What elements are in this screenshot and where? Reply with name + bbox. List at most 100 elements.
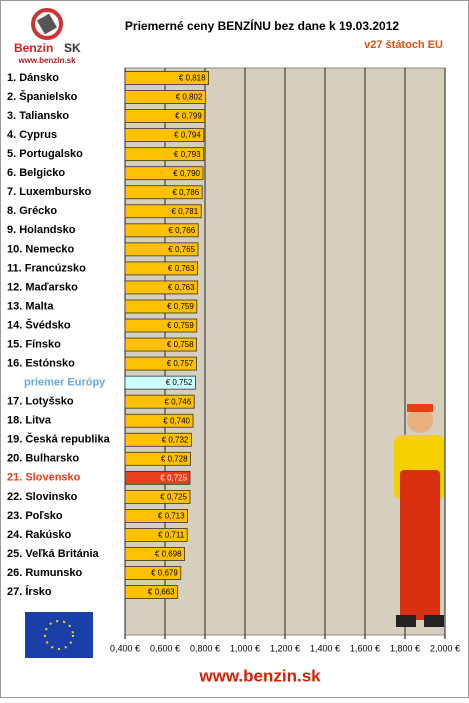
data-label: € 0,758 — [167, 340, 194, 349]
bar — [124, 413, 194, 428]
category-label: 12. Maďarsko — [7, 281, 78, 293]
bar — [124, 242, 199, 257]
category-label: 10. Nemecko — [7, 243, 75, 255]
x-tick-label: 1,400 € — [310, 643, 340, 653]
bar — [124, 566, 182, 580]
bar — [124, 299, 198, 314]
data-label: € 0,781 — [171, 207, 198, 216]
x-tick-label: 2,000 € — [430, 643, 460, 653]
x-tick-label: 1,000 € — [230, 643, 260, 653]
mascot-overall — [400, 470, 440, 620]
footer-url: www.benzin.sk — [198, 666, 321, 685]
data-label: € 0,759 — [167, 321, 194, 330]
data-label: € 0,728 — [161, 454, 188, 463]
data-label: € 0,725 — [160, 473, 187, 482]
data-label: € 0,757 — [167, 359, 194, 368]
category-label: 17. Lotyšsko — [7, 396, 74, 408]
mascot-cap — [407, 404, 433, 412]
category-label: 8. Grécko — [7, 205, 57, 217]
category-label: 5. Portugalsko — [7, 148, 83, 160]
bar — [124, 489, 191, 504]
flag-stars — [44, 620, 74, 650]
data-label: € 0,679 — [151, 569, 178, 578]
data-label: € 0,732 — [162, 435, 189, 444]
bars: 1. Dánsko € 0,818 2. Španielsko € 0,802 3. T… — [7, 71, 209, 599]
eu-flag — [25, 612, 93, 658]
bar — [124, 128, 205, 143]
bar — [124, 90, 206, 104]
data-label: € 0,725 — [160, 492, 187, 501]
category-label: 14. Švédsko — [7, 318, 71, 331]
data-label: € 0,802 — [176, 93, 203, 102]
category-label: 25. Veľká Británia — [7, 548, 100, 560]
logo-country: SK — [64, 41, 81, 55]
category-label: 3. Taliansko — [7, 110, 69, 122]
category-label: 6. Belgicko — [7, 167, 65, 179]
x-tick-label: 1,600 € — [350, 643, 380, 653]
x-tick-label: 0,600 € — [150, 643, 180, 653]
category-label: 20. Bulharsko — [7, 453, 79, 465]
data-label: € 0,818 — [179, 74, 206, 83]
data-label: € 0,799 — [175, 112, 202, 121]
logo-brand: Benzin — [14, 41, 53, 55]
chart-title: Priemerné ceny BENZÍNU bez dane k 19.03.… — [125, 18, 399, 33]
mascot-boot — [424, 615, 444, 627]
category-label: 19. Česká republika — [7, 433, 111, 446]
category-label: 24. Rakúsko — [7, 529, 71, 541]
category-label: 18. Litva — [7, 415, 52, 427]
bar — [124, 547, 185, 561]
bar — [124, 528, 188, 542]
category-label: 11. Francúzsko — [7, 262, 86, 274]
category-label: 9. Holandsko — [7, 224, 76, 236]
category-label: 2. Španielsko — [7, 90, 78, 103]
bar — [124, 261, 198, 276]
mascot — [394, 404, 444, 627]
logo: Benzin SK www.benzin.sk — [14, 8, 81, 65]
data-label: € 0,740 — [163, 416, 190, 425]
mascot-boot — [396, 615, 416, 627]
bar — [124, 147, 204, 162]
bar — [124, 394, 195, 409]
data-label: € 0,766 — [168, 226, 195, 235]
data-label: € 0,746 — [164, 397, 191, 406]
data-label: € 0,711 — [158, 531, 185, 540]
chart-subtitle: v27 štátoch EU — [364, 39, 443, 51]
data-label: € 0,763 — [168, 264, 195, 273]
flag — [25, 612, 93, 658]
bar — [124, 223, 199, 238]
category-label: 16. Estónsko — [7, 358, 75, 370]
bar — [124, 71, 209, 85]
data-label: € 0,763 — [168, 283, 195, 292]
bar — [124, 280, 198, 295]
bar — [124, 509, 188, 523]
x-tick-label: 0,800 € — [190, 643, 220, 653]
x-tick-label: 1,200 € — [270, 643, 300, 653]
data-label: € 0,765 — [168, 245, 195, 254]
bar — [124, 470, 191, 485]
bar — [124, 451, 191, 466]
bar — [124, 185, 203, 200]
bar — [124, 109, 206, 123]
data-label: € 0,794 — [174, 131, 201, 140]
x-tick-label: 1,800 € — [390, 643, 420, 653]
category-label: 21. Slovensko — [7, 472, 81, 484]
logo-icon — [36, 13, 58, 35]
bar — [124, 204, 202, 219]
data-label: € 0,713 — [158, 512, 185, 521]
category-label: 27. Írsko — [7, 585, 52, 598]
category-label: 23. Poľsko — [7, 510, 63, 522]
category-label: 7. Luxembursko — [7, 186, 92, 198]
bar — [124, 166, 204, 181]
data-label: € 0,752 — [166, 378, 193, 387]
category-label: 4. Cyprus — [7, 129, 57, 141]
category-label: 15. Fínsko — [7, 338, 61, 350]
x-tick-label: 0,400 € — [110, 643, 140, 653]
bar — [124, 585, 178, 599]
data-label: € 0,786 — [172, 188, 199, 197]
logo-url: www.benzin.sk — [17, 56, 76, 65]
bar — [124, 375, 196, 390]
data-label: € 0,759 — [167, 302, 194, 311]
bar — [124, 337, 197, 352]
data-label: € 0,793 — [174, 150, 201, 159]
